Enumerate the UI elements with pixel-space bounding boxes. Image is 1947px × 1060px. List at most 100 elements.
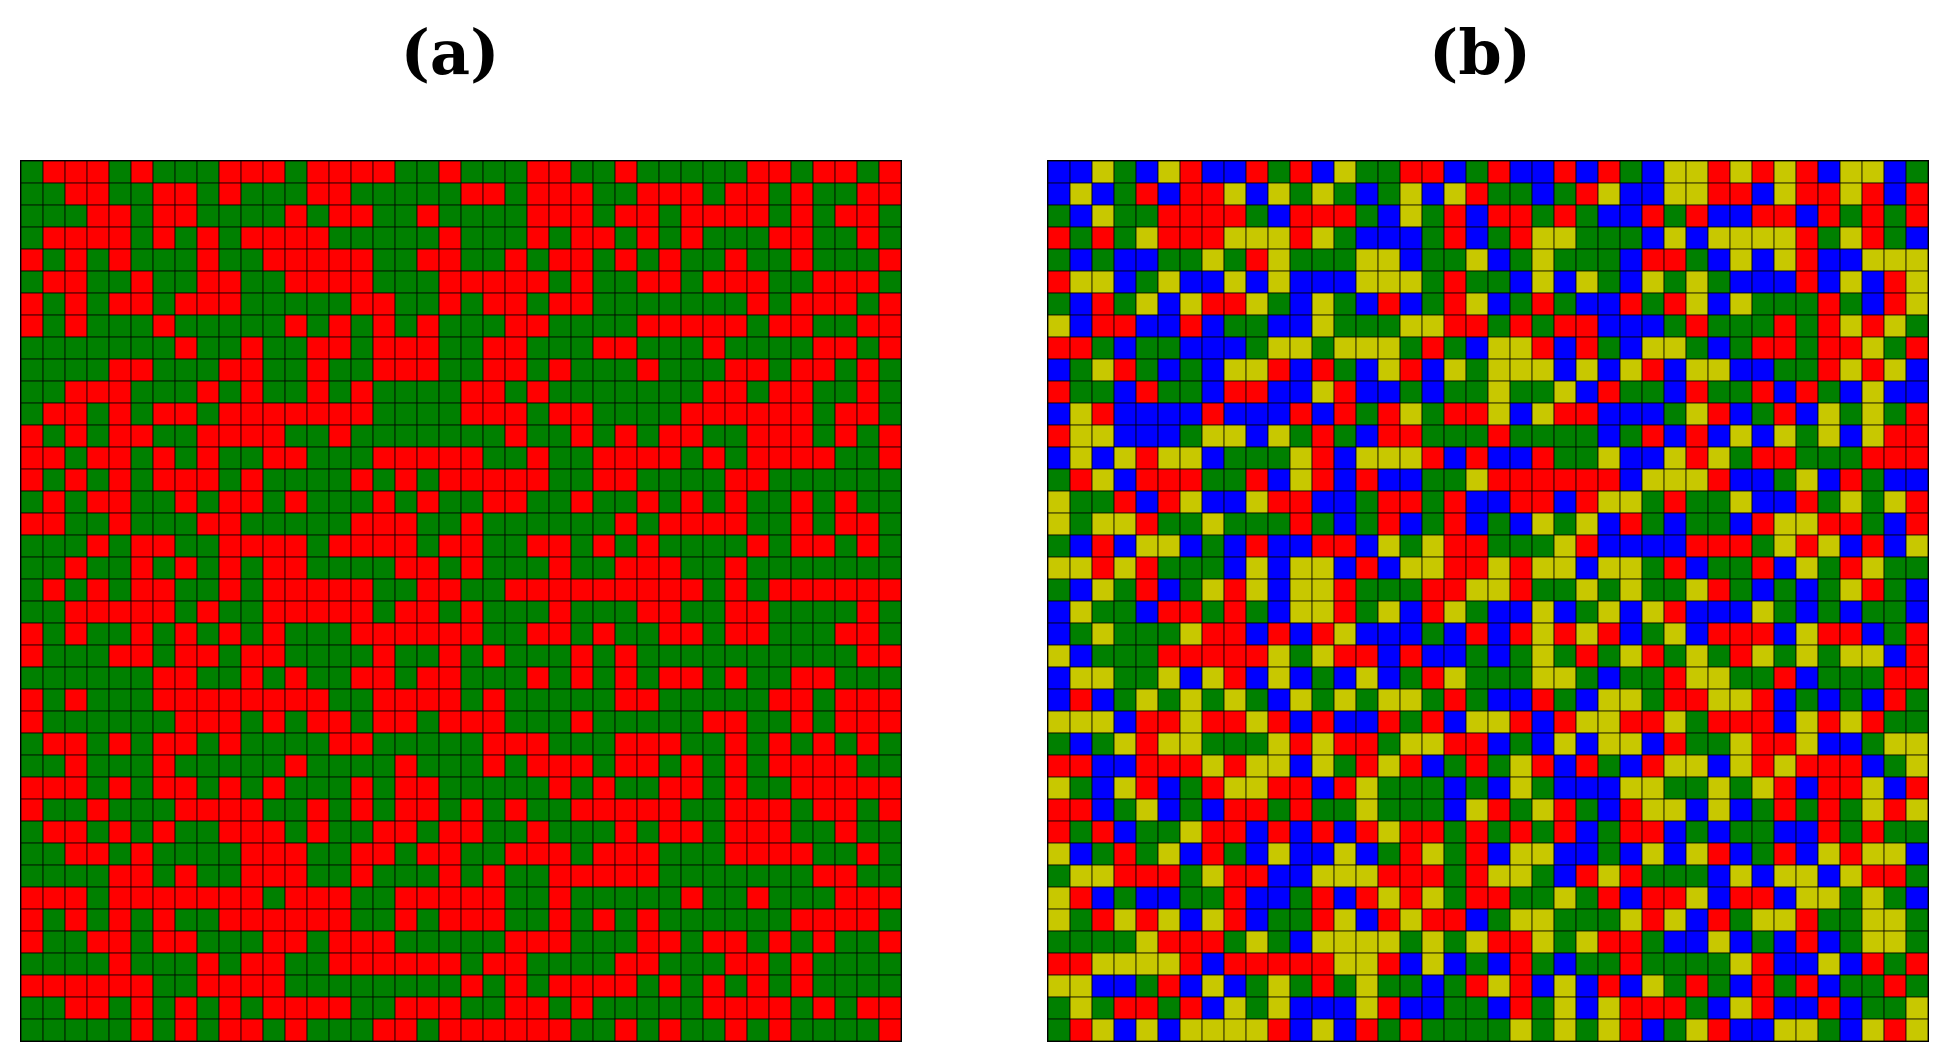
panel-b-cell: [1113, 336, 1137, 360]
panel-a-cell: [152, 556, 176, 580]
panel-b-cell: [1289, 710, 1313, 734]
panel-b-cell: [1399, 292, 1423, 316]
panel-b-cell: [1531, 578, 1555, 602]
panel-a-cell: [570, 578, 594, 602]
panel-a-cell: [790, 314, 814, 338]
panel-b-cell: [1465, 402, 1489, 426]
panel-b-cell: [1817, 798, 1841, 822]
panel-a-cell: [108, 710, 132, 734]
panel-b-cell: [1223, 688, 1247, 712]
panel-a-cell: [438, 358, 462, 382]
panel-a-cell: [570, 270, 594, 294]
panel-b-cell: [1839, 930, 1863, 954]
panel-b-cell: [1575, 314, 1599, 338]
panel-b-cell: [1795, 270, 1819, 294]
panel-b-cell: [1443, 512, 1467, 536]
panel-a-cell: [394, 622, 418, 646]
panel-b-cell: [1575, 512, 1599, 536]
panel-a-cell: [196, 974, 220, 998]
panel-b-cell: [1905, 402, 1928, 426]
panel-b-cell: [1729, 600, 1753, 624]
panel-b-cell: [1663, 930, 1687, 954]
panel-a-cell: [482, 270, 506, 294]
panel-b-cell: [1619, 424, 1643, 448]
panel-b-cell: [1883, 292, 1907, 316]
panel-a-cell: [614, 798, 638, 822]
panel-a-cell: [130, 380, 154, 404]
panel-b-cell: [1333, 270, 1357, 294]
panel-b-cell: [1179, 402, 1203, 426]
panel-b-cell: [1048, 468, 1071, 492]
panel-a-cell: [218, 952, 242, 976]
panel-a-cell: [42, 754, 66, 778]
panel-a-cell: [64, 556, 88, 580]
panel-a-cell: [768, 270, 792, 294]
panel-b-cell: [1113, 446, 1137, 470]
panel-b-cell: [1817, 754, 1841, 778]
panel-b-cell: [1465, 710, 1489, 734]
panel-b-cell: [1377, 358, 1401, 382]
panel-a-cell: [416, 402, 440, 426]
panel-a-cell: [438, 314, 462, 338]
panel-a-cell: [790, 864, 814, 888]
panel-b-cell: [1048, 666, 1071, 690]
panel-a-cell: [614, 952, 638, 976]
panel-b-cell: [1883, 336, 1907, 360]
panel-a-cell: [482, 226, 506, 250]
panel-a-cell: [152, 578, 176, 602]
panel-b-cell: [1048, 314, 1071, 338]
panel-a-cell: [130, 578, 154, 602]
panel-a-cell: [64, 534, 88, 558]
panel-b-cell: [1487, 754, 1511, 778]
panel-a-cell: [614, 314, 638, 338]
panel-a-cell: [834, 820, 858, 844]
panel-b-cell: [1377, 666, 1401, 690]
panel-a-cell: [878, 468, 901, 492]
panel-b-cell: [1157, 578, 1181, 602]
panel-a-cell: [108, 161, 132, 184]
panel-a-cell: [658, 842, 682, 866]
panel-a-cell: [196, 402, 220, 426]
panel-a-cell: [834, 842, 858, 866]
panel-b-cell: [1091, 446, 1115, 470]
panel-b-cell: [1707, 666, 1731, 690]
panel-a-cell: [196, 534, 220, 558]
panel-a-cell: [306, 864, 330, 888]
panel-a-cell: [878, 996, 901, 1020]
panel-a-cell: [174, 270, 198, 294]
panel-b-cell: [1245, 908, 1269, 932]
panel-b-cell: [1509, 688, 1533, 712]
panel-a-cell: [834, 688, 858, 712]
panel-a-cell: [240, 490, 264, 514]
panel-a-cell: [350, 468, 374, 492]
panel-a-cell: [856, 534, 880, 558]
panel-b-cell: [1575, 161, 1599, 184]
panel-b-cell: [1883, 864, 1907, 888]
panel-b-cell: [1531, 710, 1555, 734]
panel-a-cell: [108, 424, 132, 448]
panel-b-cell: [1179, 710, 1203, 734]
panel-a-cell: [218, 182, 242, 206]
panel-b-cell: [1883, 380, 1907, 404]
panel-a-cell: [680, 336, 704, 360]
panel-b-cell: [1399, 490, 1423, 514]
panel-b-cell: [1773, 908, 1797, 932]
panel-b-cell: [1091, 314, 1115, 338]
panel-b-cell: [1465, 226, 1489, 250]
panel-a-cell: [526, 314, 550, 338]
panel-b-cell: [1707, 402, 1731, 426]
panel-b-cell: [1399, 226, 1423, 250]
panel-a-cell: [130, 270, 154, 294]
panel-a-cell: [42, 842, 66, 866]
panel-b-cell: [1663, 402, 1687, 426]
panel-b-cell: [1179, 512, 1203, 536]
panel-b-cell: [1861, 161, 1885, 184]
panel-a-cell: [21, 952, 44, 976]
panel-b-cell: [1883, 490, 1907, 514]
panel-a-cell: [746, 952, 770, 976]
panel-b-cell: [1443, 556, 1467, 580]
panel-b-cell: [1641, 644, 1665, 668]
panel-a-cell: [768, 974, 792, 998]
panel-b-cell: [1817, 666, 1841, 690]
panel-b-cell: [1421, 952, 1445, 976]
